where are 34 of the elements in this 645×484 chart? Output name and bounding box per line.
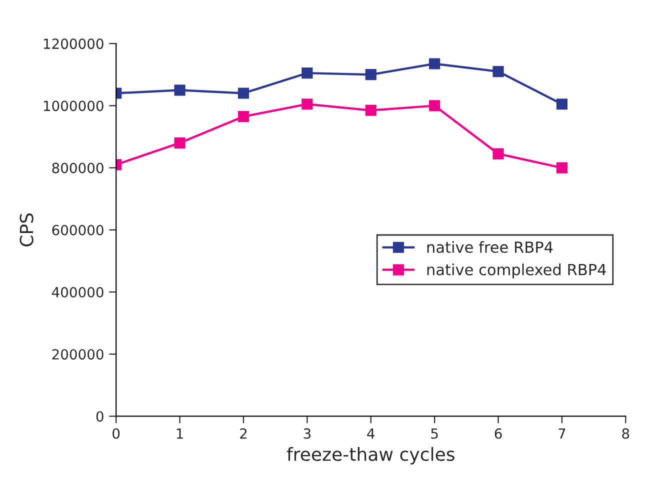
point	[429, 100, 440, 112]
x-tick-label: 5	[431, 428, 438, 439]
x-tick-label: 3	[304, 428, 310, 439]
point	[302, 98, 313, 110]
point	[174, 137, 186, 148]
x-tick-label: 8	[622, 428, 630, 439]
point	[429, 58, 440, 70]
x-tick-label: 4	[367, 428, 375, 439]
y-axis-title: CPS	[20, 213, 34, 246]
y-tick-label: 600000	[52, 224, 104, 236]
point	[492, 148, 504, 160]
point	[492, 66, 504, 78]
y-tick-label: 800000	[52, 162, 104, 174]
y-tick-label: 400000	[52, 286, 104, 298]
point	[365, 104, 376, 116]
point	[238, 88, 250, 99]
legend-label: native free RBP4	[427, 241, 553, 253]
x-tick-label: 7	[558, 428, 566, 439]
x-tick-label: 0	[112, 428, 120, 439]
x-axis-title: freeze-thaw cycles	[286, 447, 454, 465]
point	[302, 68, 313, 79]
y-tick-label: 1200000	[44, 38, 104, 50]
x-tick-label: 6	[494, 428, 502, 439]
y-tick-label: 1000000	[44, 100, 104, 112]
x-tick-label: 1	[176, 428, 183, 439]
legend-label: native complexed RBP4	[427, 264, 606, 278]
y-tick-label: 200000	[52, 349, 104, 360]
point	[174, 84, 186, 96]
x-tick-label: 2	[240, 428, 247, 439]
point	[556, 98, 568, 110]
point	[238, 110, 250, 122]
point	[556, 162, 568, 174]
point	[365, 69, 376, 80]
y-tick-label: 0	[96, 411, 104, 422]
